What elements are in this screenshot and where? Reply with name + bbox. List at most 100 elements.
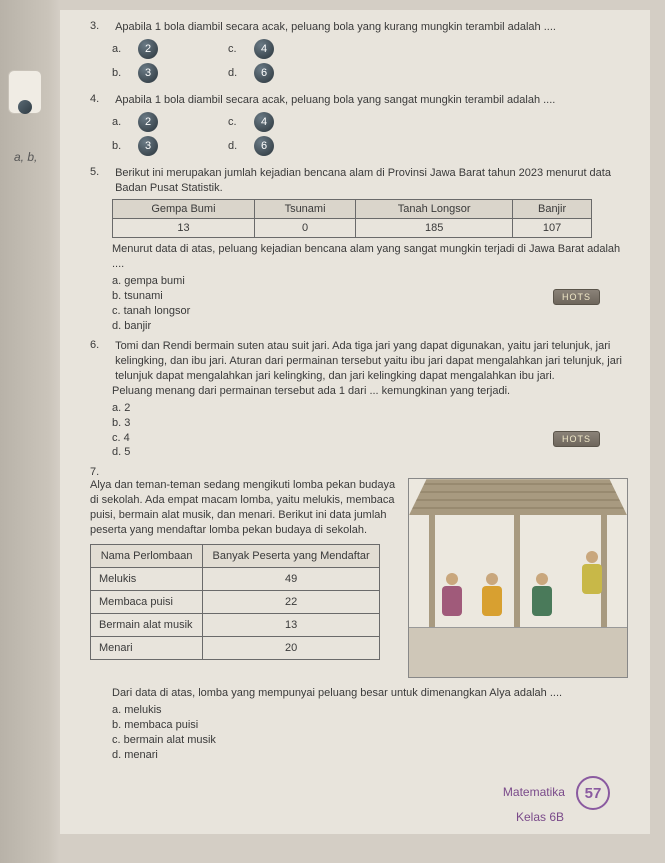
q7-choice-b: b. membaca puisi bbox=[112, 718, 630, 733]
q7-number: 7. bbox=[90, 466, 112, 478]
q7-subtext: Dari data di atas, lomba yang mempunyai … bbox=[112, 686, 630, 701]
pillar-icon bbox=[514, 513, 520, 627]
ball-icon: 3 bbox=[138, 63, 158, 83]
person-icon bbox=[439, 573, 465, 629]
q5-number: 5. bbox=[90, 166, 112, 178]
q5-table: Gempa Bumi Tsunami Tanah Longsor Banjir … bbox=[112, 199, 592, 238]
q7-text: Alya dan teman-teman sedang mengikuti lo… bbox=[90, 478, 400, 537]
margin-label: a, b, bbox=[14, 150, 37, 164]
q6-choice-d: d. 5 bbox=[112, 445, 630, 460]
q3-a-label: a. bbox=[112, 43, 130, 55]
q6-choice-b: b. 3 bbox=[112, 416, 630, 431]
ball-icon: 3 bbox=[138, 136, 158, 156]
person-icon bbox=[579, 551, 605, 607]
q5-choice-c: c. tanah longsor bbox=[112, 304, 630, 319]
side-tab-dot bbox=[18, 100, 32, 114]
q7-r0c1: 49 bbox=[203, 567, 380, 590]
table-row: Melukis 49 bbox=[91, 567, 380, 590]
q4-option-c: c. 4 bbox=[228, 112, 274, 132]
table-row: Bermain alat musik 13 bbox=[91, 613, 380, 636]
q4-a-label: a. bbox=[112, 116, 130, 128]
page-content: 3. Apabila 1 bola diambil secara acak, p… bbox=[60, 10, 650, 834]
q6-text: Tomi dan Rendi bermain suten atau suit j… bbox=[115, 339, 625, 384]
q5-text: Berikut ini merupakan jumlah kejadian be… bbox=[115, 166, 625, 196]
question-7: 7. Alya dan teman-teman sedang mengikuti… bbox=[90, 466, 630, 762]
q5-td-3: 107 bbox=[513, 219, 592, 238]
q7-table: Nama Perlombaan Banyak Peserta yang Mend… bbox=[90, 544, 380, 660]
q3-d-label: d. bbox=[228, 67, 246, 79]
hots-badge: HOTS bbox=[553, 431, 600, 447]
q3-option-a: a. 2 bbox=[112, 39, 158, 59]
q3-b-label: b. bbox=[112, 67, 130, 79]
page-footer: Matematika 57 Kelas 6B bbox=[90, 776, 630, 824]
q4-option-b: b. 3 bbox=[112, 136, 158, 156]
q7-r0c0: Melukis bbox=[91, 567, 203, 590]
q5-choices: a. gempa bumi HOTS b. tsunami c. tanah l… bbox=[112, 274, 630, 333]
q4-b-label: b. bbox=[112, 140, 130, 152]
q4-option-a: a. 2 bbox=[112, 112, 158, 132]
q3-options: a. 2 c. 4 b. 3 d. 6 bbox=[112, 39, 630, 87]
q6-choice-a: a. 2 bbox=[112, 401, 630, 416]
q3-number: 3. bbox=[90, 20, 112, 32]
q7-choice-a: a. melukis bbox=[112, 703, 630, 718]
person-icon bbox=[479, 573, 505, 629]
ball-icon: 4 bbox=[254, 39, 274, 59]
q3-text: Apabila 1 bola diambil secara acak, pelu… bbox=[115, 20, 625, 35]
q7-r3c0: Menari bbox=[91, 636, 203, 659]
q7-illustration bbox=[408, 478, 628, 678]
q5-td-1: 0 bbox=[254, 219, 355, 238]
q4-options: a. 2 c. 4 b. 3 d. 6 bbox=[112, 112, 630, 160]
q6-subtext: Peluang menang dari permainan tersebut a… bbox=[112, 384, 630, 399]
hots-badge: HOTS bbox=[553, 289, 600, 305]
q7-th-1: Banyak Peserta yang Mendaftar bbox=[203, 544, 380, 567]
q5-td-2: 185 bbox=[356, 219, 513, 238]
ball-icon: 6 bbox=[254, 63, 274, 83]
q7-th-0: Nama Perlombaan bbox=[91, 544, 203, 567]
q7-r1c1: 22 bbox=[203, 590, 380, 613]
q6-choices: a. 2 b. 3 HOTS c. 4 d. 5 bbox=[112, 401, 630, 460]
q3-option-c: c. 4 bbox=[228, 39, 274, 59]
q3-c-label: c. bbox=[228, 43, 246, 55]
footer-subject: Matematika bbox=[503, 785, 565, 799]
table-row: Membaca puisi 22 bbox=[91, 590, 380, 613]
q5-subtext: Menurut data di atas, peluang kejadian b… bbox=[112, 242, 630, 272]
q7-choice-d: d. menari bbox=[112, 748, 630, 763]
page-number-badge: 57 bbox=[576, 776, 610, 810]
q7-left-column: Alya dan teman-teman sedang mengikuti lo… bbox=[90, 478, 400, 659]
q5-choice-d: d. banjir bbox=[112, 319, 630, 334]
ball-icon: 2 bbox=[138, 39, 158, 59]
ball-icon: 6 bbox=[254, 136, 274, 156]
q7-r3c1: 20 bbox=[203, 636, 380, 659]
table-row: Gempa Bumi Tsunami Tanah Longsor Banjir bbox=[113, 200, 592, 219]
ball-icon: 4 bbox=[254, 112, 274, 132]
q4-option-d: d. 6 bbox=[228, 136, 274, 156]
table-row: Nama Perlombaan Banyak Peserta yang Mend… bbox=[91, 544, 380, 567]
table-row: Menari 20 bbox=[91, 636, 380, 659]
q4-number: 4. bbox=[90, 93, 112, 105]
person-icon bbox=[529, 573, 555, 629]
table-row: 13 0 185 107 bbox=[113, 219, 592, 238]
q3-option-d: d. 6 bbox=[228, 63, 274, 83]
q4-c-label: c. bbox=[228, 116, 246, 128]
q7-choices: a. melukis b. membaca puisi c. bermain a… bbox=[112, 703, 630, 762]
footer-grade: Kelas 6B bbox=[90, 810, 564, 824]
question-4: 4. Apabila 1 bola diambil secara acak, p… bbox=[90, 93, 630, 160]
question-5: 5. Berikut ini merupakan jumlah kejadian… bbox=[90, 166, 630, 334]
q7-r2c1: 13 bbox=[203, 613, 380, 636]
ball-icon: 2 bbox=[138, 112, 158, 132]
q4-d-label: d. bbox=[228, 140, 246, 152]
floor-icon bbox=[409, 627, 627, 677]
q5-th-0: Gempa Bumi bbox=[113, 200, 255, 219]
question-6: 6. Tomi dan Rendi bermain suten atau sui… bbox=[90, 339, 630, 460]
q6-number: 6. bbox=[90, 339, 112, 351]
roof-icon bbox=[409, 479, 627, 515]
question-3: 3. Apabila 1 bola diambil secara acak, p… bbox=[90, 20, 630, 87]
q5-th-2: Tanah Longsor bbox=[356, 200, 513, 219]
page-left-edge bbox=[0, 0, 60, 863]
q5-td-0: 13 bbox=[113, 219, 255, 238]
q7-choice-c: c. bermain alat musik bbox=[112, 733, 630, 748]
q5-th-3: Banjir bbox=[513, 200, 592, 219]
q5-choice-a: a. gempa bumi bbox=[112, 274, 630, 289]
q7-r1c0: Membaca puisi bbox=[91, 590, 203, 613]
pillar-icon bbox=[429, 513, 435, 627]
